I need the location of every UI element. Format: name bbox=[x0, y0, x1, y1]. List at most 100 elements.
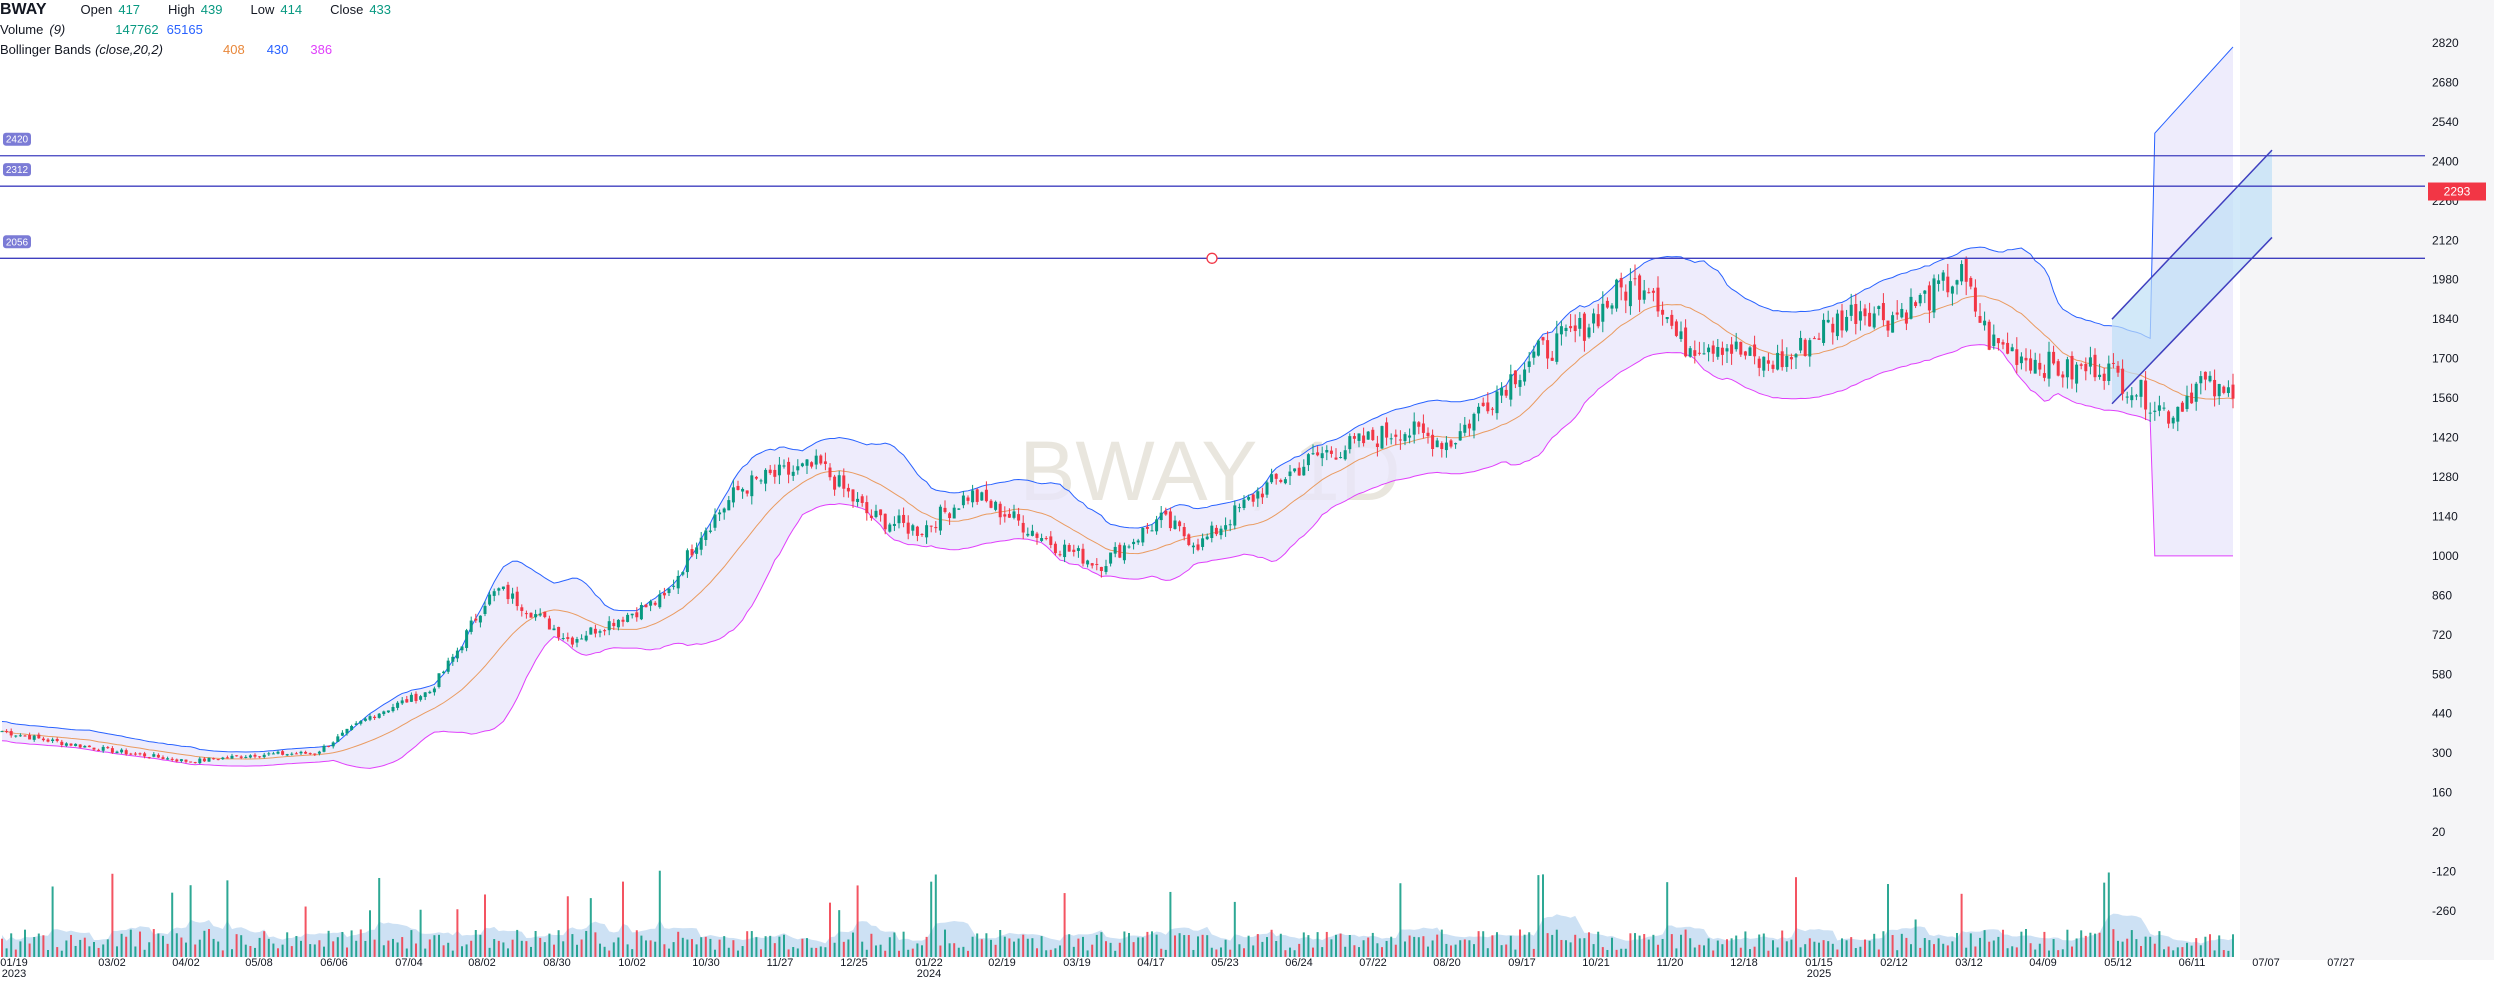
volume-bar bbox=[254, 947, 256, 957]
price-tick-label: 2540 bbox=[2432, 115, 2459, 129]
candle-body bbox=[64, 743, 68, 746]
candle-body bbox=[2208, 375, 2212, 382]
candle-body bbox=[1670, 314, 1674, 326]
candle-body bbox=[2217, 383, 2221, 397]
candle-body bbox=[1969, 277, 1973, 287]
candle-body bbox=[1477, 406, 1481, 414]
volume-bar bbox=[631, 949, 634, 957]
volume-bar bbox=[819, 946, 822, 957]
parallel-channel[interactable] bbox=[2111, 149, 2273, 405]
horizontal-lines[interactable]: 2420 2312 2056 bbox=[0, 132, 2425, 264]
candle-body bbox=[1467, 423, 1471, 429]
candle-body bbox=[9, 731, 13, 736]
volume-bar bbox=[1017, 938, 1020, 957]
symbol-name[interactable]: BWAY bbox=[0, 1, 47, 18]
candle-body bbox=[78, 744, 82, 748]
candle-body bbox=[2019, 356, 2023, 364]
candle-body bbox=[2015, 349, 2019, 365]
candle-body bbox=[1624, 291, 1628, 301]
volume-bar bbox=[1298, 943, 1301, 957]
volume-bar bbox=[727, 947, 730, 957]
volume-bar bbox=[1555, 929, 1558, 957]
volume-bar bbox=[1335, 934, 1337, 957]
candle-body bbox=[2111, 362, 2115, 364]
volume-bar bbox=[2084, 935, 2087, 957]
candle-body bbox=[1835, 313, 1839, 337]
candle-body bbox=[225, 757, 229, 759]
candle-body bbox=[2107, 363, 2111, 382]
candle-body bbox=[1817, 338, 1821, 340]
candle-body bbox=[1099, 566, 1103, 572]
price-tick-label: 1420 bbox=[2432, 431, 2459, 445]
candle-body bbox=[1647, 292, 1651, 294]
bollinger-row[interactable]: Bollinger Bands (close,20,2) 408 430 386 bbox=[0, 40, 419, 60]
volume-bar bbox=[1979, 937, 1981, 957]
candle-body bbox=[1900, 308, 1904, 318]
volume-bar bbox=[884, 950, 887, 957]
candle-body bbox=[626, 614, 630, 622]
candle-body bbox=[1785, 355, 1789, 367]
volume-bar bbox=[1900, 933, 1903, 957]
volume-bar bbox=[1891, 935, 1894, 957]
candle-body bbox=[1095, 563, 1099, 565]
candle-body bbox=[2176, 406, 2180, 422]
price-axis[interactable]: 2820268025402400226021201980184017001560… bbox=[2428, 36, 2486, 918]
lower-band-line bbox=[1, 344, 2233, 769]
volume-bar bbox=[865, 949, 868, 957]
candle-body bbox=[271, 753, 275, 755]
volume-bar bbox=[1344, 946, 1347, 957]
volume-bar bbox=[852, 932, 854, 957]
volume-bar bbox=[387, 940, 390, 957]
volume-bar bbox=[1790, 939, 1793, 957]
candle-body bbox=[488, 594, 492, 605]
volume-bar bbox=[750, 931, 753, 957]
volume-bar bbox=[1146, 931, 1149, 957]
volume-bar bbox=[1831, 943, 1834, 957]
candle-body bbox=[74, 743, 78, 747]
candle-body bbox=[46, 739, 50, 742]
candle-body bbox=[635, 612, 639, 618]
candle-body bbox=[589, 627, 593, 635]
volume-bar bbox=[258, 937, 261, 957]
volume-row[interactable]: Volume (9) 147762 65165 bbox=[0, 20, 419, 40]
candle-body bbox=[566, 637, 570, 639]
volume-bar bbox=[1785, 941, 1788, 957]
volume-bar bbox=[424, 948, 427, 957]
candle-body bbox=[1642, 290, 1646, 300]
candle-body bbox=[1536, 340, 1540, 356]
volume-bar bbox=[746, 931, 749, 957]
volume-bar bbox=[1914, 919, 1917, 957]
volume-bar bbox=[479, 934, 482, 957]
volume-bar bbox=[2061, 949, 2064, 957]
volume-bar bbox=[654, 941, 657, 957]
volume-bar bbox=[723, 936, 726, 957]
volume-bar bbox=[663, 944, 666, 957]
candle-body bbox=[952, 507, 956, 519]
candle-body bbox=[593, 628, 597, 634]
candle-body bbox=[1684, 327, 1688, 357]
candle-body bbox=[1435, 440, 1439, 448]
candle-body bbox=[1983, 320, 1987, 326]
volume-bar bbox=[341, 932, 344, 957]
candle-body bbox=[575, 639, 579, 643]
candle-body bbox=[2190, 392, 2194, 404]
candle-body bbox=[2029, 358, 2033, 371]
high-label: High bbox=[168, 2, 195, 17]
volume-bar bbox=[1215, 949, 1218, 957]
candle-body bbox=[1150, 530, 1154, 532]
candle-body bbox=[60, 741, 64, 746]
volume-bar bbox=[1091, 944, 1094, 957]
volume-bar bbox=[175, 933, 178, 957]
volume-bar bbox=[438, 934, 440, 957]
volume-bar bbox=[1404, 941, 1406, 957]
candle-body bbox=[925, 525, 929, 538]
volume-bar bbox=[1178, 933, 1181, 957]
candle-body bbox=[759, 480, 763, 482]
volume-bar bbox=[1454, 944, 1457, 957]
candle-body bbox=[483, 605, 487, 615]
candle-body bbox=[198, 758, 202, 764]
volume-bar bbox=[1491, 935, 1494, 957]
